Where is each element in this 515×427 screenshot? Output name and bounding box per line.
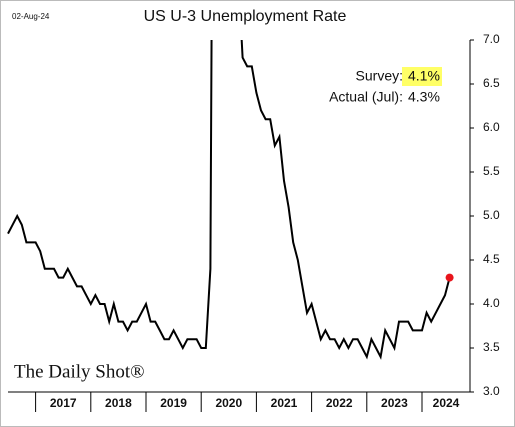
x-tick-label: 2017 <box>50 396 77 410</box>
latest-point <box>445 273 454 282</box>
survey-value: 4.1% <box>408 68 440 84</box>
y-tick-label: 3.5 <box>483 340 500 354</box>
x-tick-label: 2020 <box>215 396 242 410</box>
survey-label: Survey: <box>356 68 403 84</box>
chart-title: US U-3 Unemployment Rate <box>144 8 347 25</box>
y-tick-label: 6.5 <box>483 76 500 90</box>
line <box>7 40 451 360</box>
x-tick-label: 2022 <box>326 396 353 410</box>
y-tick-label: 5.5 <box>483 164 500 178</box>
y-tick-label: 3.0 <box>483 384 500 398</box>
watermark: The Daily Shot® <box>14 361 145 382</box>
y-tick-label: 6.0 <box>483 120 500 134</box>
x-tick-label: 2018 <box>105 396 132 410</box>
y-tick-label: 7.0 <box>483 32 500 46</box>
x-tick-label: 2021 <box>271 396 298 410</box>
y-tick-label: 4.0 <box>483 296 500 310</box>
actual-value: 4.3% <box>408 89 440 105</box>
y-tick-label: 4.5 <box>483 252 500 266</box>
date: 02-Aug-24 <box>12 12 50 21</box>
y-tick-label: 5.0 <box>483 208 500 222</box>
x-tick-label: 2024 <box>433 396 460 410</box>
x-tick-label: 2023 <box>381 396 408 410</box>
survey-highlight <box>402 67 442 86</box>
actual-label: Actual (Jul): <box>329 89 403 105</box>
x-tick-label: 2019 <box>160 396 187 410</box>
